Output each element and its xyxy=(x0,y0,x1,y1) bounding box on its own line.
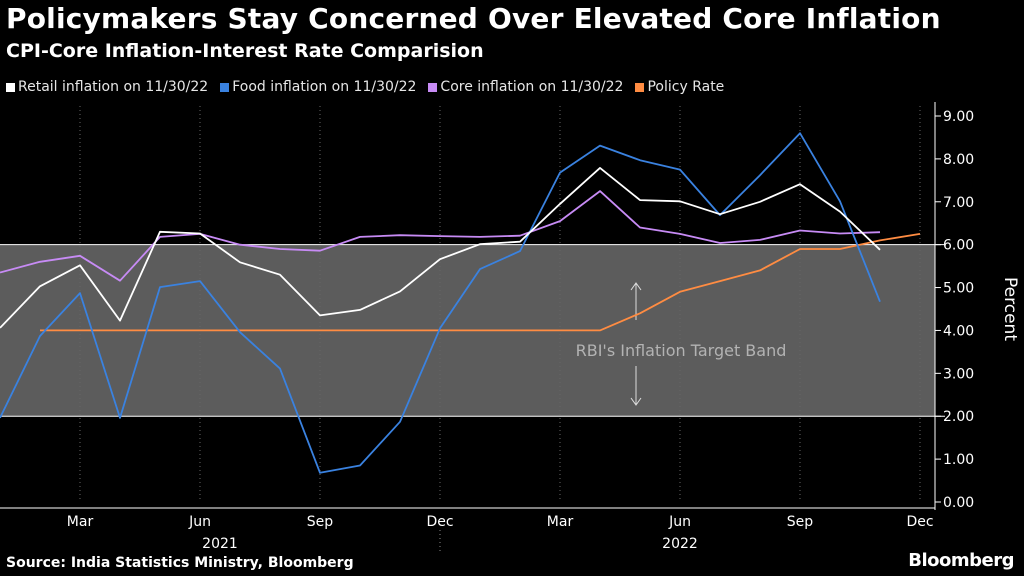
y-tick-label-5: 5.00 xyxy=(943,281,974,297)
y-tick-label-7: 7.00 xyxy=(943,195,974,211)
legend-label-core: Core inflation on 11/30/22 xyxy=(440,79,624,95)
y-tick-label-3: 3.00 xyxy=(943,366,974,382)
x-tick-label-2: Sep xyxy=(307,514,334,530)
year-label-2022: 2022 xyxy=(662,536,698,552)
series-food-inflation xyxy=(0,132,881,474)
bloomberg-logo: Bloomberg xyxy=(908,550,1014,571)
legend-item-core: Core inflation on 11/30/22 xyxy=(428,77,623,97)
target-band-label: RBI's Inflation Target Band xyxy=(576,341,787,360)
x-tick-label-0: Mar xyxy=(67,514,94,530)
y-tick-label-4: 4.00 xyxy=(943,323,974,339)
y-tick-label-1: 1.00 xyxy=(943,452,974,468)
chart-subtitle: CPI-Core Inflation-Interest Rate Compari… xyxy=(6,40,484,62)
x-tick-label-4: Mar xyxy=(547,514,574,530)
legend-label-policy: Policy Rate xyxy=(647,79,725,95)
band-arrow-down-head xyxy=(630,397,642,406)
legend-item-retail: Retail inflation on 11/30/22 xyxy=(6,77,208,97)
x-tick-label-5: Jun xyxy=(668,514,691,530)
series-core-inflation xyxy=(0,190,881,282)
x-tick-label-6: Sep xyxy=(787,514,814,530)
legend-swatch-core xyxy=(428,82,438,92)
legend-item-policy: Policy Rate xyxy=(635,77,724,97)
y-axis-label: Percent xyxy=(1000,277,1020,341)
source-note: Source: India Statistics Ministry, Bloom… xyxy=(6,555,354,571)
y-tick-label-2: 2.00 xyxy=(943,409,974,425)
x-tick-label-3: Dec xyxy=(426,514,453,530)
x-tick-label-1: Jun xyxy=(188,514,211,530)
series-retail-inflation xyxy=(0,167,881,329)
y-tick-label-9: 9.00 xyxy=(943,109,974,125)
legend-swatch-food xyxy=(220,82,230,92)
year-label-2021: 2021 xyxy=(202,536,238,552)
series-policy-rate xyxy=(40,233,921,332)
legend-label-food: Food inflation on 11/30/22 xyxy=(232,79,417,95)
band-arrow-up-head xyxy=(630,282,642,291)
legend: Retail inflation on 11/30/22 Food inflat… xyxy=(6,77,724,97)
legend-swatch-policy xyxy=(635,82,645,92)
legend-item-food: Food inflation on 11/30/22 xyxy=(220,77,416,97)
x-tick-label-7: Dec xyxy=(906,514,933,530)
chart-title: Policymakers Stay Concerned Over Elevate… xyxy=(6,2,941,35)
y-tick-label-8: 8.00 xyxy=(943,152,974,168)
y-tick-label-0: 0.00 xyxy=(943,495,974,511)
legend-swatch-retail xyxy=(6,82,15,92)
legend-label-retail: Retail inflation on 11/30/22 xyxy=(18,79,209,95)
y-tick-label-6: 6.00 xyxy=(943,238,974,254)
